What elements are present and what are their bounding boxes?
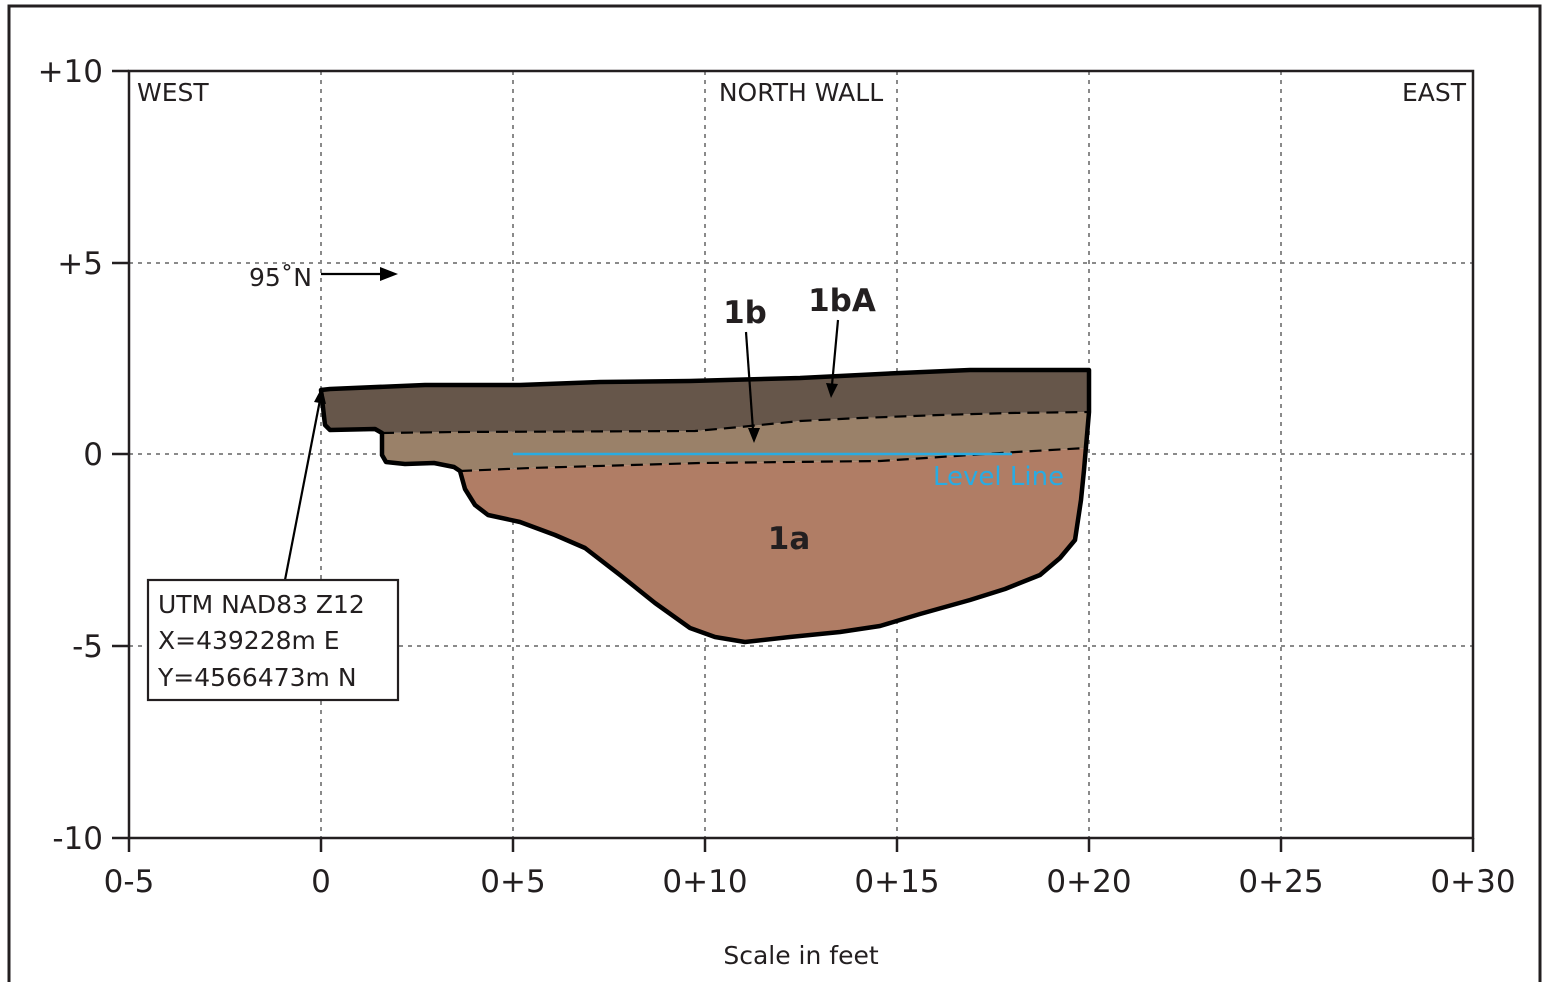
y-tick-label: +5 [57,246,103,282]
layer-1b-pointer-head [748,428,760,443]
datum-pointer-head [314,387,326,404]
x-tick-label: 0 [311,864,331,900]
x-axis-title: Scale in feet [723,941,879,970]
outer-border [7,4,1542,982]
layer-1b-fill [382,412,1089,471]
bearing-label: 95˚N [249,263,312,292]
y-tick-label: -10 [52,821,103,857]
boundary-1b-1a [459,446,1087,473]
datum-box [146,578,400,702]
layer-1b-pointer [744,331,755,431]
boundary-1bA-1b [381,410,1090,435]
layer-1a-fill [460,448,1086,642]
east-label: EAST [1402,78,1467,107]
west-label: WEST [137,78,209,107]
x-tick-label: 0+15 [854,864,939,900]
layer-fills [321,370,1089,642]
x-tick-label: 0+10 [662,864,747,900]
y-tick-label: 0 [83,437,103,473]
x-tick-label: 0+30 [1430,864,1515,900]
y-tick-label: +10 [38,54,103,90]
tick-marks [112,69,1475,852]
x-tick-label: 0-5 [104,864,155,900]
profile-outline [318,367,1092,645]
datum-pointer [283,399,322,581]
layer-1bA-pointer-head [826,383,838,398]
x-tick-label: 0+25 [1238,864,1323,900]
grid [129,71,1473,838]
level-line-label: Level Line [933,462,1064,492]
layer-1a-label: 1a [768,521,811,557]
datum-line: Y=4566473m N [157,663,357,692]
layer-1bA-label: 1bA [808,283,876,319]
datum-line: UTM NAD83 Z12 [158,590,365,619]
y-tick-label: -5 [72,629,103,665]
datum-line: X=439228m E [158,626,340,655]
layer-1bA-pointer [830,319,840,386]
x-tick-label: 0+5 [480,864,545,900]
layer-1b-label: 1b [723,295,767,331]
wall-title: NORTH WALL [719,78,883,107]
bearing-arrow-icon [380,267,398,281]
x-tick-label: 0+20 [1046,864,1131,900]
